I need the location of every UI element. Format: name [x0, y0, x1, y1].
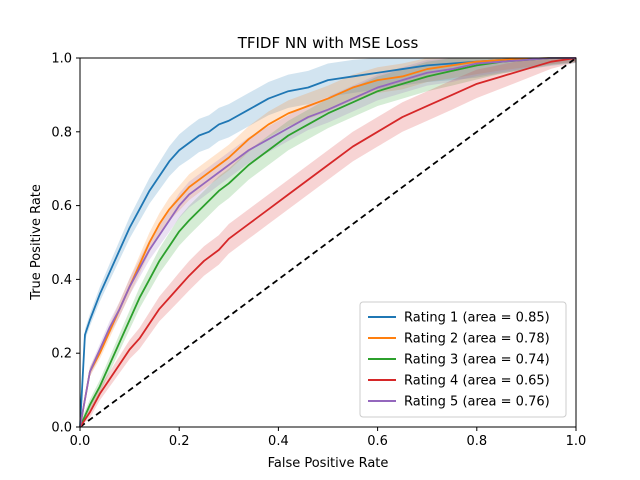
legend-label-4: Rating 4 (area = 0.65) [404, 374, 550, 389]
y-tick-label: 0.0 [51, 421, 72, 436]
legend-label-5: Rating 5 (area = 0.76) [404, 395, 550, 410]
legend: Rating 1 (area = 0.85) Rating 2 (area = 0… [359, 301, 567, 418]
y-tick-label: 0.4 [51, 273, 72, 288]
x-tick-label: 0.8 [466, 434, 487, 449]
x-tick-label: 0.4 [268, 434, 289, 449]
y-tick-label: 0.2 [51, 347, 72, 362]
legend-label-2: Rating 2 (area = 0.78) [404, 332, 550, 347]
y-tick-label: 1.0 [51, 52, 72, 67]
roc-curve-1 [79, 57, 576, 428]
x-axis-label: False Positive Rate [268, 456, 389, 471]
x-axis-ticks: 0.0 0.2 0.4 0.6 0.8 1.0 [70, 427, 587, 449]
roc-curves [79, 57, 577, 428]
reference-diagonal-line [79, 57, 577, 428]
roc-curve-3 [79, 57, 576, 428]
x-tick-label: 1.0 [566, 434, 587, 449]
y-axis-label: True Positive Rate [29, 184, 44, 301]
confidence-band-1 [80, 58, 576, 427]
chart-title: TFIDF NN with MSE Loss [237, 34, 419, 52]
roc-curve-5 [79, 57, 576, 428]
legend-label-1: Rating 1 (area = 0.85) [404, 311, 550, 326]
x-tick-label: 0.0 [70, 434, 91, 449]
x-tick-label: 0.2 [169, 434, 190, 449]
y-tick-label: 0.8 [51, 125, 72, 140]
confidence-band-3 [80, 58, 576, 427]
legend-label-3: Rating 3 (area = 0.74) [404, 353, 550, 368]
y-tick-label: 0.6 [51, 199, 72, 214]
confidence-bands [80, 58, 576, 427]
y-axis-ticks: 0.0 0.2 0.4 0.6 0.8 1.0 [51, 52, 80, 436]
x-tick-label: 0.6 [367, 434, 388, 449]
plot-frame [79, 57, 577, 428]
roc-curve-4 [79, 57, 577, 428]
legend-box [359, 301, 567, 418]
